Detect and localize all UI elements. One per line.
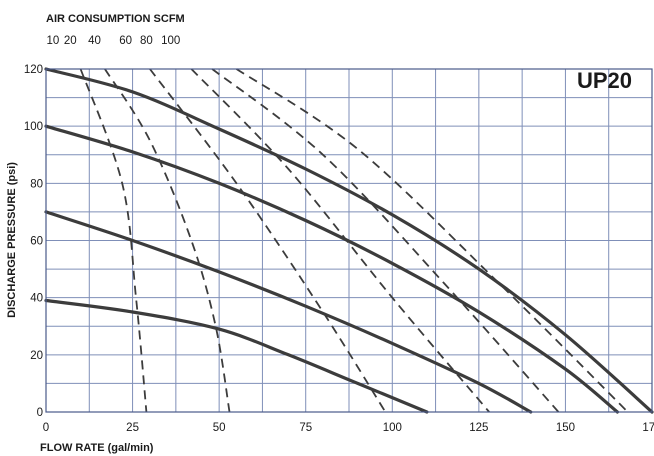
top-tick-label: 10 [47,35,60,47]
pressure-curve-3 [44,210,533,414]
y-tick-label: 80 [30,178,43,190]
top-tick-label: 40 [88,35,101,47]
air-curve-10-scfm [79,68,148,413]
grid [46,69,652,412]
air-curve-100-scfm [236,68,629,413]
x-tick-label: 25 [126,422,139,434]
pressure-curves [44,67,654,414]
model-label: UP20 [577,68,632,93]
top-tick-label: 100 [161,35,180,47]
y-axis-title: DISCHARGE PRESSURE (psi) [6,162,18,318]
x-tick-label: 100 [383,422,402,434]
top-axis-title: AIR CONSUMPTION SCFM [46,13,185,25]
tick-labels: 0 25 50 75 100 125 150 175 0 20 40 60 80 100 120 10 20 40… [24,35,654,434]
top-tick-label: 80 [140,35,153,47]
x-tick-label: 75 [299,422,312,434]
top-tick-label: 20 [64,35,77,47]
x-tick-label: 0 [43,422,49,434]
y-tick-label: 20 [30,350,43,362]
x-axis-title: FLOW RATE (gal/min) [40,442,154,454]
x-tick-label: 175 [642,422,654,434]
air-curve-40-scfm [149,68,387,413]
pressure-curve-1 [44,67,654,414]
pressure-curve-4 [44,298,429,414]
x-tick-label: 150 [556,422,575,434]
pressure-curve-2 [44,124,619,414]
top-tick-label: 60 [119,35,132,47]
y-tick-label: 0 [37,407,43,419]
y-tick-label: 100 [24,121,43,133]
y-tick-label: 40 [30,293,43,305]
y-tick-label: 60 [30,236,43,248]
plot-frame [45,68,653,413]
air-consumption-curves [79,68,629,413]
x-tick-label: 125 [469,422,488,434]
x-tick-label: 50 [213,422,226,434]
y-tick-label: 120 [24,64,43,76]
air-curve-80-scfm [211,68,560,413]
